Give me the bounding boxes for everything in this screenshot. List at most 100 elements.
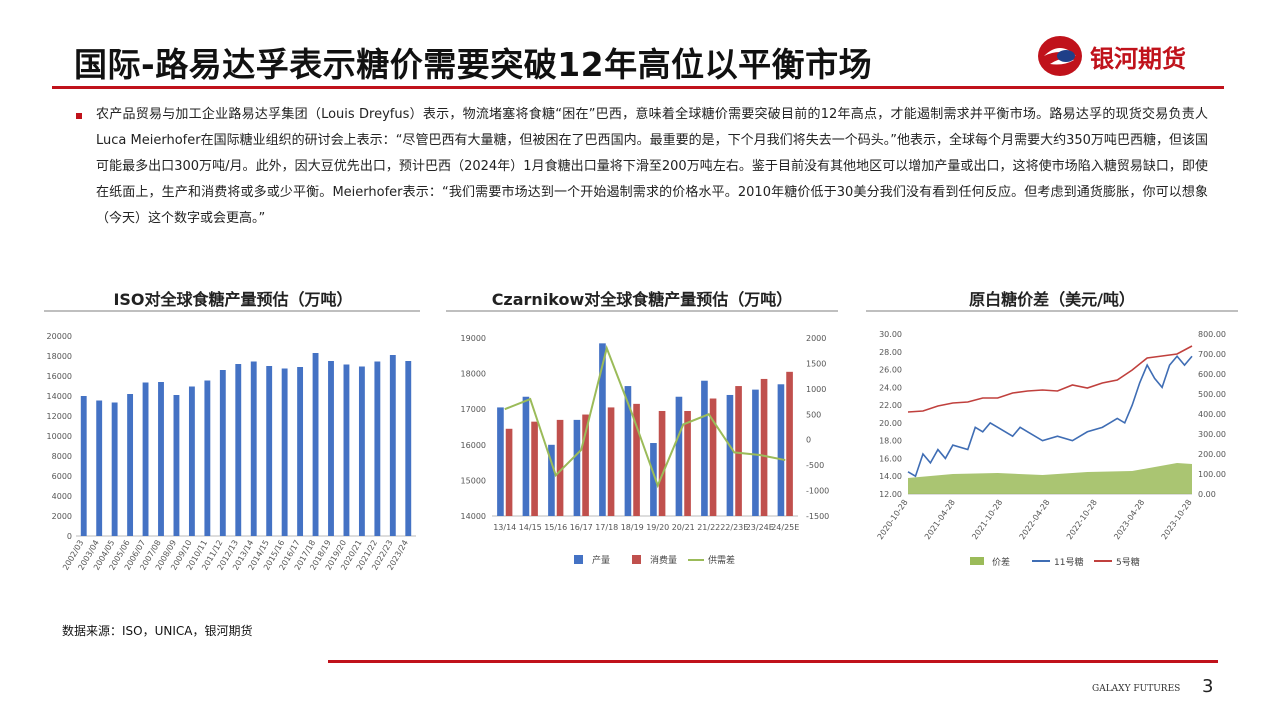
bar-consumption [582,414,589,516]
bar [389,355,396,536]
y2-tick-label: 500.00 [1198,390,1226,399]
bar [281,368,288,536]
y-tick-label: 14000 [47,392,72,401]
x-tick-label: 15/16 [544,523,567,532]
bar [80,396,87,536]
bar [405,361,412,536]
bar-consumption [633,403,640,516]
line-sugar-no11 [907,354,1193,478]
y-tick-label: 17000 [461,405,486,414]
bar-production [777,384,785,516]
y2-tick-label: 800.00 [1198,330,1226,339]
legend-label: 价差 [992,556,1010,568]
y-tick-label: 20.00 [879,419,902,428]
bar-production [548,444,555,516]
title-divider [52,86,1224,89]
area-price-spread [908,463,1192,494]
legend-swatch [970,557,984,565]
y2-tick-label: 400.00 [1198,410,1226,419]
bar [158,382,164,536]
y2-tick-label: -1500 [806,512,829,521]
legend-label: 消费量 [650,554,677,566]
y2-tick-label: -1000 [806,487,829,496]
x-tick-label: 2023-04-28 [1112,498,1146,541]
x-tick-label: 2022-10-28 [1065,498,1099,541]
chart-3-rule [866,310,1238,312]
x-tick-label: 21/22 [697,523,720,532]
bar-consumption [607,407,615,516]
legend-label: 11号糖 [1054,556,1083,568]
bar [188,386,195,536]
bar-consumption [505,428,513,516]
y-tick-label: 30.00 [879,330,902,339]
chart-1-rule [44,310,420,312]
y-tick-label: 14000 [461,512,486,521]
bar [358,366,365,536]
y-tick-label: 26.00 [879,366,902,375]
legend-swatch [574,555,583,564]
bar [266,366,273,536]
bar-consumption [531,421,538,516]
y-tick-label: 16000 [47,372,72,381]
y2-tick-label: 0.00 [1198,490,1216,499]
y-tick-label: 14.00 [879,472,902,481]
bar-production [726,394,734,516]
y-tick-label: 18000 [47,352,72,361]
y2-tick-label: 2000 [806,334,826,343]
chart-2-rule [446,310,838,312]
bar [297,367,304,536]
y-tick-label: 12.00 [879,490,902,499]
line-supply-demand-gap [504,344,786,489]
logo-text: 银河期货 [1090,44,1186,73]
y-tick-label: 2000 [52,512,72,521]
legend-label: 产量 [592,554,610,566]
bar [127,394,134,536]
bar-production [573,419,581,516]
y-tick-label: 22.00 [879,401,902,410]
company-logo: 银河期货 [1036,34,1186,78]
bar-production [701,380,708,516]
bar-production [497,407,504,516]
bar-consumption [760,378,768,516]
y2-tick-label: 100.00 [1198,470,1226,479]
x-tick-label: 2021-10-28 [970,498,1004,541]
y2-tick-label: 300.00 [1198,430,1226,439]
y-tick-label: 10000 [47,432,72,441]
y-tick-label: 16.00 [879,454,902,463]
bar [204,380,211,536]
bar [173,395,180,536]
y-tick-label: 6000 [52,472,72,481]
galaxy-logo-icon [1038,36,1082,76]
body-paragraph: 农产品贸易与加工企业路易达孚集团（Louis Dreyfus）表示，物流堵塞将食… [96,107,1208,226]
page-title: 国际-路易达孚表示糖价需要突破12年高位以平衡市场 [74,45,873,84]
bar [328,361,334,536]
legend-label: 5号糖 [1116,556,1140,568]
legend-label: 供需差 [708,554,735,566]
footer-brand: GALAXY FUTURES [1092,684,1181,694]
x-tick-label: 17/18 [595,523,618,532]
y2-tick-label: 600.00 [1198,370,1226,379]
bar [374,361,381,536]
y-tick-label: 8000 [52,452,72,461]
bar [312,353,319,536]
x-tick-label: 2023-10-28 [1160,498,1194,541]
bar [96,400,103,536]
bar-production [675,396,683,516]
x-tick-label: 2020-10-28 [876,498,910,541]
bar [250,361,257,536]
x-tick-label: 14/15 [519,523,542,532]
bar [142,382,149,536]
chart-1-title: ISO对全球食糖产量预估（万吨） [113,290,353,309]
bar-production [624,386,632,516]
bar-consumption [684,410,691,516]
chart-2-title: Czarnikow对全球食糖产量预估（万吨） [491,290,793,309]
y-tick-label: 12000 [47,412,72,421]
page-number: 3 [1202,676,1214,697]
y2-tick-label: 500 [806,410,821,419]
bar-consumption [658,410,666,516]
legend-swatch [632,555,641,564]
y-tick-label: 19000 [461,334,486,343]
czarnikow-production-chart: 140001500016000170001800019000-1500-1000… [461,334,830,566]
y-tick-label: 20000 [47,332,72,341]
x-tick-label: 16/17 [570,523,593,532]
